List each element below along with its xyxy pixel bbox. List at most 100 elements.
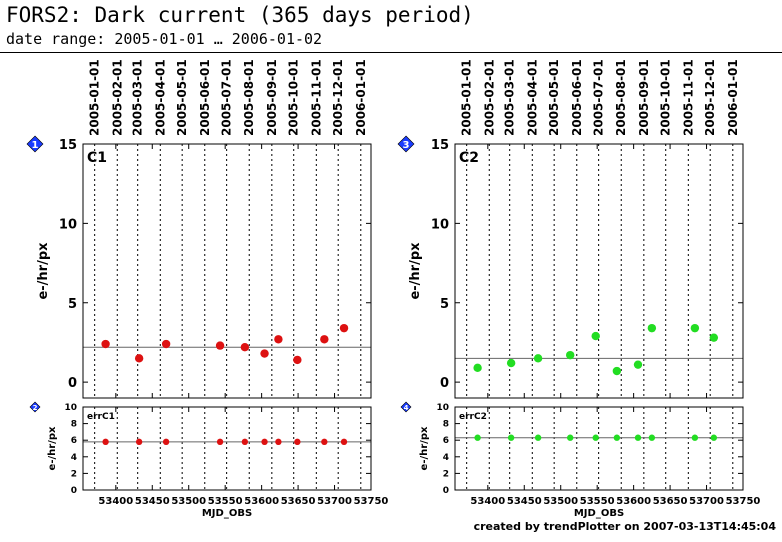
panel-badge-number: 2 bbox=[33, 404, 38, 412]
panel-badge-number: 4 bbox=[404, 404, 409, 412]
data-point bbox=[473, 363, 482, 373]
date-tick-label: 2005-05-01 bbox=[175, 59, 189, 136]
date-tick-label: 2005-07-01 bbox=[592, 59, 606, 136]
y-tick-label: 5 bbox=[440, 297, 449, 312]
date-tick-label: 2005-05-01 bbox=[547, 59, 561, 136]
y-tick-label: 0 bbox=[443, 486, 449, 496]
date-tick-label: 2005-12-01 bbox=[331, 59, 345, 136]
data-point bbox=[633, 360, 643, 369]
x-tick-label: 53500 bbox=[171, 496, 206, 507]
data-point bbox=[261, 438, 268, 446]
date-tick-label: 2005-09-01 bbox=[637, 59, 651, 136]
y-tick-label: 0 bbox=[71, 486, 77, 496]
x-tick-label: 53500 bbox=[543, 496, 578, 507]
date-tick-label: 2005-08-01 bbox=[614, 59, 628, 136]
date-tick-label: 2006-01-01 bbox=[726, 59, 740, 136]
x-tick-label: 53400 bbox=[470, 496, 505, 507]
y-tick-label: 4 bbox=[71, 453, 77, 463]
date-tick-label: 2005-03-01 bbox=[131, 59, 145, 136]
x-tick-label: 53550 bbox=[580, 496, 615, 507]
data-point bbox=[241, 438, 249, 446]
y-tick-label: 6 bbox=[443, 436, 449, 446]
date-tick-label: 2005-07-01 bbox=[220, 59, 234, 136]
y-tick-label: 8 bbox=[443, 420, 449, 430]
date-tick-label: 2005-08-01 bbox=[242, 59, 256, 136]
x-axis-label: MJD_OBS bbox=[202, 508, 252, 519]
y-tick-label: 10 bbox=[59, 217, 77, 232]
plot-frame bbox=[454, 406, 744, 491]
data-point bbox=[135, 438, 143, 446]
panel-badge-icon bbox=[29, 401, 41, 413]
y-axis-label: e-/hr/px bbox=[408, 242, 423, 300]
date-range-subtitle: date range: 2005-01-01 … 2006-01-02 bbox=[6, 30, 323, 48]
page-title: FORS2: Dark current (365 days period) bbox=[6, 3, 474, 27]
panel-badge-number: 1 bbox=[32, 140, 39, 151]
data-point bbox=[260, 349, 269, 358]
date-tick-label: 2005-06-01 bbox=[570, 59, 584, 136]
data-point bbox=[134, 354, 144, 363]
date-tick-label: 2005-11-01 bbox=[309, 59, 323, 136]
data-point bbox=[215, 341, 225, 350]
x-tick-label: 53650 bbox=[281, 496, 316, 507]
y-tick-label: 2 bbox=[71, 469, 77, 479]
data-point bbox=[534, 434, 542, 441]
plot-frame bbox=[82, 143, 372, 399]
panel-badge-icon bbox=[397, 135, 415, 153]
x-tick-label: 53700 bbox=[689, 496, 724, 507]
date-tick-label: 2005-03-01 bbox=[503, 59, 517, 136]
data-point bbox=[690, 323, 700, 333]
data-point bbox=[162, 438, 170, 446]
data-point bbox=[533, 354, 543, 363]
y-tick-label: 2 bbox=[443, 469, 449, 479]
date-tick-label: 2005-09-01 bbox=[265, 59, 279, 136]
x-tick-label: 53600 bbox=[244, 496, 279, 507]
date-tick-label: 2006-01-01 bbox=[354, 59, 368, 136]
data-point bbox=[648, 434, 656, 441]
y-tick-label: 15 bbox=[59, 138, 77, 153]
data-point bbox=[613, 434, 621, 441]
data-point bbox=[101, 339, 110, 349]
data-point bbox=[647, 323, 657, 333]
y-tick-label: 0 bbox=[440, 376, 449, 391]
y-axis-label: e-/hr/px bbox=[419, 426, 430, 470]
data-point bbox=[507, 434, 515, 441]
y-tick-label: 10 bbox=[436, 403, 449, 413]
data-point bbox=[216, 438, 224, 446]
data-point bbox=[710, 434, 718, 441]
data-point bbox=[293, 355, 302, 365]
x-tick-label: 53750 bbox=[726, 496, 761, 507]
data-point bbox=[506, 358, 516, 368]
date-tick-label: 2005-12-01 bbox=[703, 59, 717, 136]
panel-badge-number: 3 bbox=[403, 140, 410, 151]
panel-label: C2 bbox=[459, 150, 479, 166]
y-tick-label: 15 bbox=[431, 138, 449, 153]
y-tick-label: 0 bbox=[68, 376, 77, 391]
data-point bbox=[567, 434, 574, 441]
date-tick-label: 2005-10-01 bbox=[287, 59, 301, 136]
date-tick-label: 2005-06-01 bbox=[198, 59, 212, 136]
data-point bbox=[592, 434, 599, 441]
x-tick-label: 53550 bbox=[208, 496, 243, 507]
x-tick-label: 53650 bbox=[653, 496, 688, 507]
y-tick-label: 4 bbox=[443, 453, 449, 463]
date-tick-label: 2005-04-01 bbox=[525, 59, 539, 136]
panel-label: errC2 bbox=[459, 412, 487, 422]
y-tick-label: 8 bbox=[71, 420, 77, 430]
data-point bbox=[274, 335, 283, 344]
footer-credit: created by trendPlotter on 2007-03-13T14… bbox=[473, 520, 776, 533]
data-point bbox=[320, 335, 329, 344]
x-tick-label: 53700 bbox=[317, 496, 352, 507]
data-point bbox=[474, 434, 481, 441]
y-tick-label: 10 bbox=[64, 403, 77, 413]
chart-panel-c1: 2005-01-01 2005-02-01 2005-03-01 2005-04-01… bbox=[26, 59, 372, 399]
x-tick-label: 53450 bbox=[135, 496, 170, 507]
panel-label: C1 bbox=[87, 150, 107, 166]
x-tick-label: 53450 bbox=[507, 496, 542, 507]
x-tick-label: 53600 bbox=[616, 496, 651, 507]
data-point bbox=[294, 438, 301, 446]
data-point bbox=[566, 350, 575, 360]
date-tick-label: 2005-02-01 bbox=[482, 59, 496, 136]
plot-frame bbox=[454, 143, 744, 399]
data-point bbox=[340, 438, 348, 446]
y-tick-label: 6 bbox=[71, 436, 77, 446]
